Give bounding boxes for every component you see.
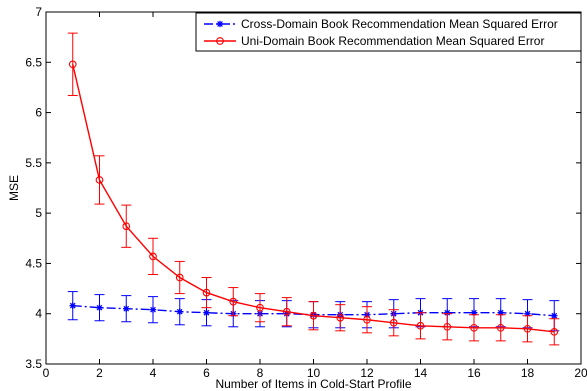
data-point: [470, 323, 478, 332]
y-tick-label: 4: [35, 307, 42, 321]
data-point: [203, 309, 210, 316]
legend-label: Cross-Domain Book Recommendation Mean Sq…: [241, 17, 558, 31]
y-tick-label: 6: [35, 106, 42, 120]
data-point: [123, 305, 130, 312]
data-point: [416, 321, 425, 330]
x-tick-label: 6: [203, 366, 210, 380]
data-point: [202, 288, 211, 297]
data-point: [523, 324, 532, 333]
x-tick-label: 12: [360, 366, 374, 380]
data-point: [176, 308, 183, 315]
series-layer: [67, 32, 560, 346]
data-point: [95, 176, 104, 184]
x-tick-label: 14: [414, 366, 428, 380]
y-tick-label: 5.5: [25, 156, 42, 170]
data-point: [496, 323, 505, 332]
data-point: [69, 302, 76, 309]
series-uni-domain: [67, 32, 560, 346]
series-line: [72, 64, 555, 333]
data-point: [309, 311, 318, 320]
data-point: [216, 37, 224, 45]
data-point: [282, 307, 291, 316]
data-point: [551, 312, 558, 319]
data-point: [363, 315, 371, 324]
legend-label: Uni-Domain Book Recommendation Mean Squa…: [241, 34, 544, 48]
x-axis-label: Number of Items in Cold-Start Profile: [215, 377, 411, 391]
x-tick-label: 8: [257, 366, 264, 380]
y-tick-label: 4.5: [25, 256, 42, 270]
data-point: [216, 20, 224, 28]
y-axis-label: MSE: [7, 175, 21, 201]
data-point: [122, 222, 131, 231]
data-point: [389, 318, 398, 327]
data-point: [175, 273, 184, 282]
data-point: [336, 313, 345, 322]
data-point: [68, 60, 77, 69]
y-tick-label: 7: [35, 5, 42, 19]
data-point: [149, 306, 157, 313]
y-tick-label: 5: [35, 206, 42, 220]
data-point: [229, 297, 238, 306]
x-tick-label: 20: [574, 366, 587, 380]
data-point: [443, 322, 452, 331]
legend-box: [195, 12, 582, 52]
x-tick-label: 4: [150, 366, 157, 380]
x-tick-label: 2: [96, 366, 103, 380]
x-tick-label: 18: [521, 366, 535, 380]
y-tick-label: 6.5: [25, 55, 42, 69]
data-point: [96, 304, 103, 311]
data-point: [256, 303, 264, 312]
data-point: [149, 252, 157, 261]
x-tick-label: 10: [307, 366, 321, 380]
x-tick-label: 0: [43, 366, 50, 380]
x-tick-label: 16: [467, 366, 481, 380]
legend: Cross-Domain Book Recommendation Mean Sq…: [195, 12, 582, 52]
data-point: [550, 327, 559, 336]
y-tick-label: 3.5: [25, 357, 42, 371]
